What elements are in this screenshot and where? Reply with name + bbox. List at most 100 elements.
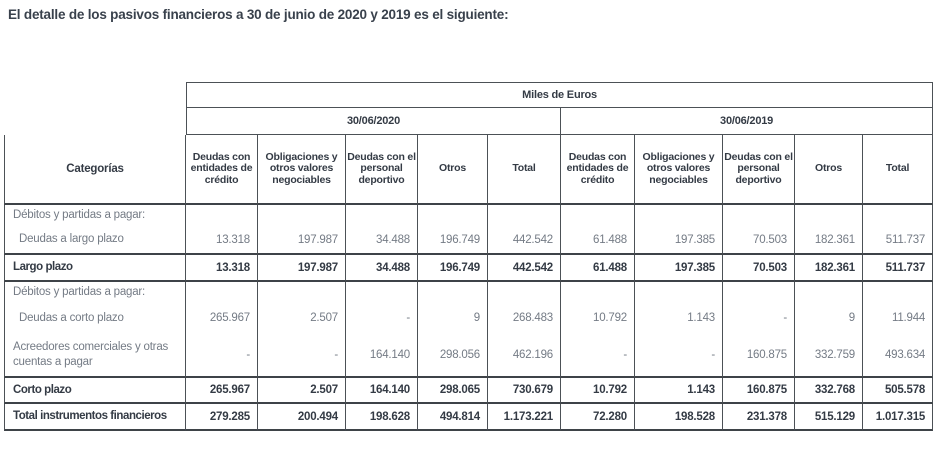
value-cell: - — [635, 333, 723, 378]
unit-header-cell: Miles de Euros — [186, 82, 934, 108]
row-label: Total instrumentos financieros — [4, 404, 186, 431]
column-header: Deudas con entidades de crédito — [561, 135, 635, 205]
value-cell: 231.378 — [723, 404, 795, 431]
empty-cell — [346, 205, 418, 226]
table-row: Total instrumentos financieros 279.285 200… — [4, 404, 934, 431]
table-row: Acreedores comerciales y otras cuentas a… — [4, 333, 934, 378]
value-cell: 730.679 — [488, 378, 561, 404]
value-cell: 61.488 — [561, 255, 635, 282]
value-cell: 34.488 — [346, 226, 418, 255]
value-cell: - — [258, 333, 346, 378]
value-cell: - — [186, 333, 258, 378]
empty-cell — [488, 205, 561, 226]
value-cell: 279.285 — [186, 404, 258, 431]
value-cell: 200.494 — [258, 404, 346, 431]
column-header: Deudas con el personal deportivo — [723, 135, 795, 205]
empty-cell — [795, 282, 863, 303]
period-header-2019: 30/06/2019 — [561, 108, 934, 135]
row-label: Deudas a largo plazo — [4, 226, 186, 255]
value-cell: 13.318 — [186, 255, 258, 282]
column-header: Obligaciones y otros valores negociables — [258, 135, 346, 205]
value-cell: 298.065 — [418, 378, 488, 404]
value-cell: 2.507 — [258, 303, 346, 333]
value-cell: 493.634 — [863, 333, 934, 378]
column-header: Total — [863, 135, 934, 205]
value-cell: 197.385 — [635, 226, 723, 255]
value-cell: 332.759 — [795, 333, 863, 378]
value-cell: 1.017.315 — [863, 404, 934, 431]
empty-cell — [258, 282, 346, 303]
value-cell: 332.768 — [795, 378, 863, 404]
row-label: Deudas a corto plazo — [4, 303, 186, 333]
value-cell: 1.143 — [635, 303, 723, 333]
row-label: Acreedores comerciales y otras cuentas a… — [4, 333, 186, 378]
empty-cell — [723, 282, 795, 303]
column-header: Otros — [795, 135, 863, 205]
value-cell: 442.542 — [488, 226, 561, 255]
value-cell: 511.737 — [863, 226, 934, 255]
corner-cell — [4, 82, 186, 108]
unit-header-row: Miles de Euros — [4, 82, 934, 108]
value-cell: - — [346, 303, 418, 333]
row-label: Corto plazo — [4, 378, 186, 404]
empty-cell — [863, 282, 934, 303]
value-cell: 164.140 — [346, 378, 418, 404]
categories-header-cell: Categorías — [4, 135, 186, 205]
value-cell: 265.967 — [186, 303, 258, 333]
value-cell: 494.814 — [418, 404, 488, 431]
value-cell: 197.987 — [258, 255, 346, 282]
empty-cell — [635, 282, 723, 303]
period-header-row: 30/06/2020 30/06/2019 — [4, 108, 934, 135]
value-cell: 197.385 — [635, 255, 723, 282]
row-label: Largo plazo — [4, 255, 186, 282]
period-header-2020: 30/06/2020 — [186, 108, 561, 135]
row-label: Débitos y partidas a pagar: — [4, 282, 186, 303]
value-cell: 197.987 — [258, 226, 346, 255]
value-cell: 2.507 — [258, 378, 346, 404]
empty-cell — [561, 205, 635, 226]
value-cell: 511.737 — [863, 255, 934, 282]
value-cell: 298.056 — [418, 333, 488, 378]
value-cell: 462.196 — [488, 333, 561, 378]
value-cell: 10.792 — [561, 378, 635, 404]
value-cell: 34.488 — [346, 255, 418, 282]
value-cell: 1.173.221 — [488, 404, 561, 431]
value-cell: 9 — [418, 303, 488, 333]
value-cell: 10.792 — [561, 303, 635, 333]
value-cell: - — [561, 333, 635, 378]
empty-cell — [258, 205, 346, 226]
value-cell: 70.503 — [723, 226, 795, 255]
row-label: Débitos y partidas a pagar: — [4, 205, 186, 226]
value-cell: 164.140 — [346, 333, 418, 378]
table-row: Deudas a largo plazo 13.318 197.987 34.488 1… — [4, 226, 934, 255]
empty-cell — [723, 205, 795, 226]
empty-cell — [346, 282, 418, 303]
value-cell: 198.628 — [346, 404, 418, 431]
value-cell: 505.578 — [863, 378, 934, 404]
table-row: Corto plazo 265.967 2.507 164.140 298.065 730… — [4, 378, 934, 404]
empty-cell — [488, 282, 561, 303]
value-cell: 160.875 — [723, 378, 795, 404]
column-header: Deudas con el personal deportivo — [346, 135, 418, 205]
value-cell: 160.875 — [723, 333, 795, 378]
empty-cell — [635, 205, 723, 226]
empty-cell — [863, 205, 934, 226]
empty-cell — [186, 205, 258, 226]
value-cell: 1.143 — [635, 378, 723, 404]
empty-cell — [418, 205, 488, 226]
financial-liabilities-table: Miles de Euros 30/06/2020 30/06/2019 Catego… — [4, 82, 934, 431]
value-cell: 268.483 — [488, 303, 561, 333]
empty-cell — [186, 282, 258, 303]
value-cell: 11.944 — [863, 303, 934, 333]
value-cell: - — [723, 303, 795, 333]
intro-text: El detalle de los pasivos financieros a … — [8, 7, 509, 22]
value-cell: 182.361 — [795, 255, 863, 282]
value-cell: 198.528 — [635, 404, 723, 431]
empty-cell — [418, 282, 488, 303]
column-header-row: Categorías Deudas con entidades de crédit… — [4, 135, 934, 205]
table-row: Largo plazo 13.318 197.987 34.488 196.749 442… — [4, 255, 934, 282]
value-cell: 61.488 — [561, 226, 635, 255]
table-row: Deudas a corto plazo 265.967 2.507-9 268.48… — [4, 303, 934, 333]
value-cell: 9 — [795, 303, 863, 333]
empty-cell — [795, 205, 863, 226]
